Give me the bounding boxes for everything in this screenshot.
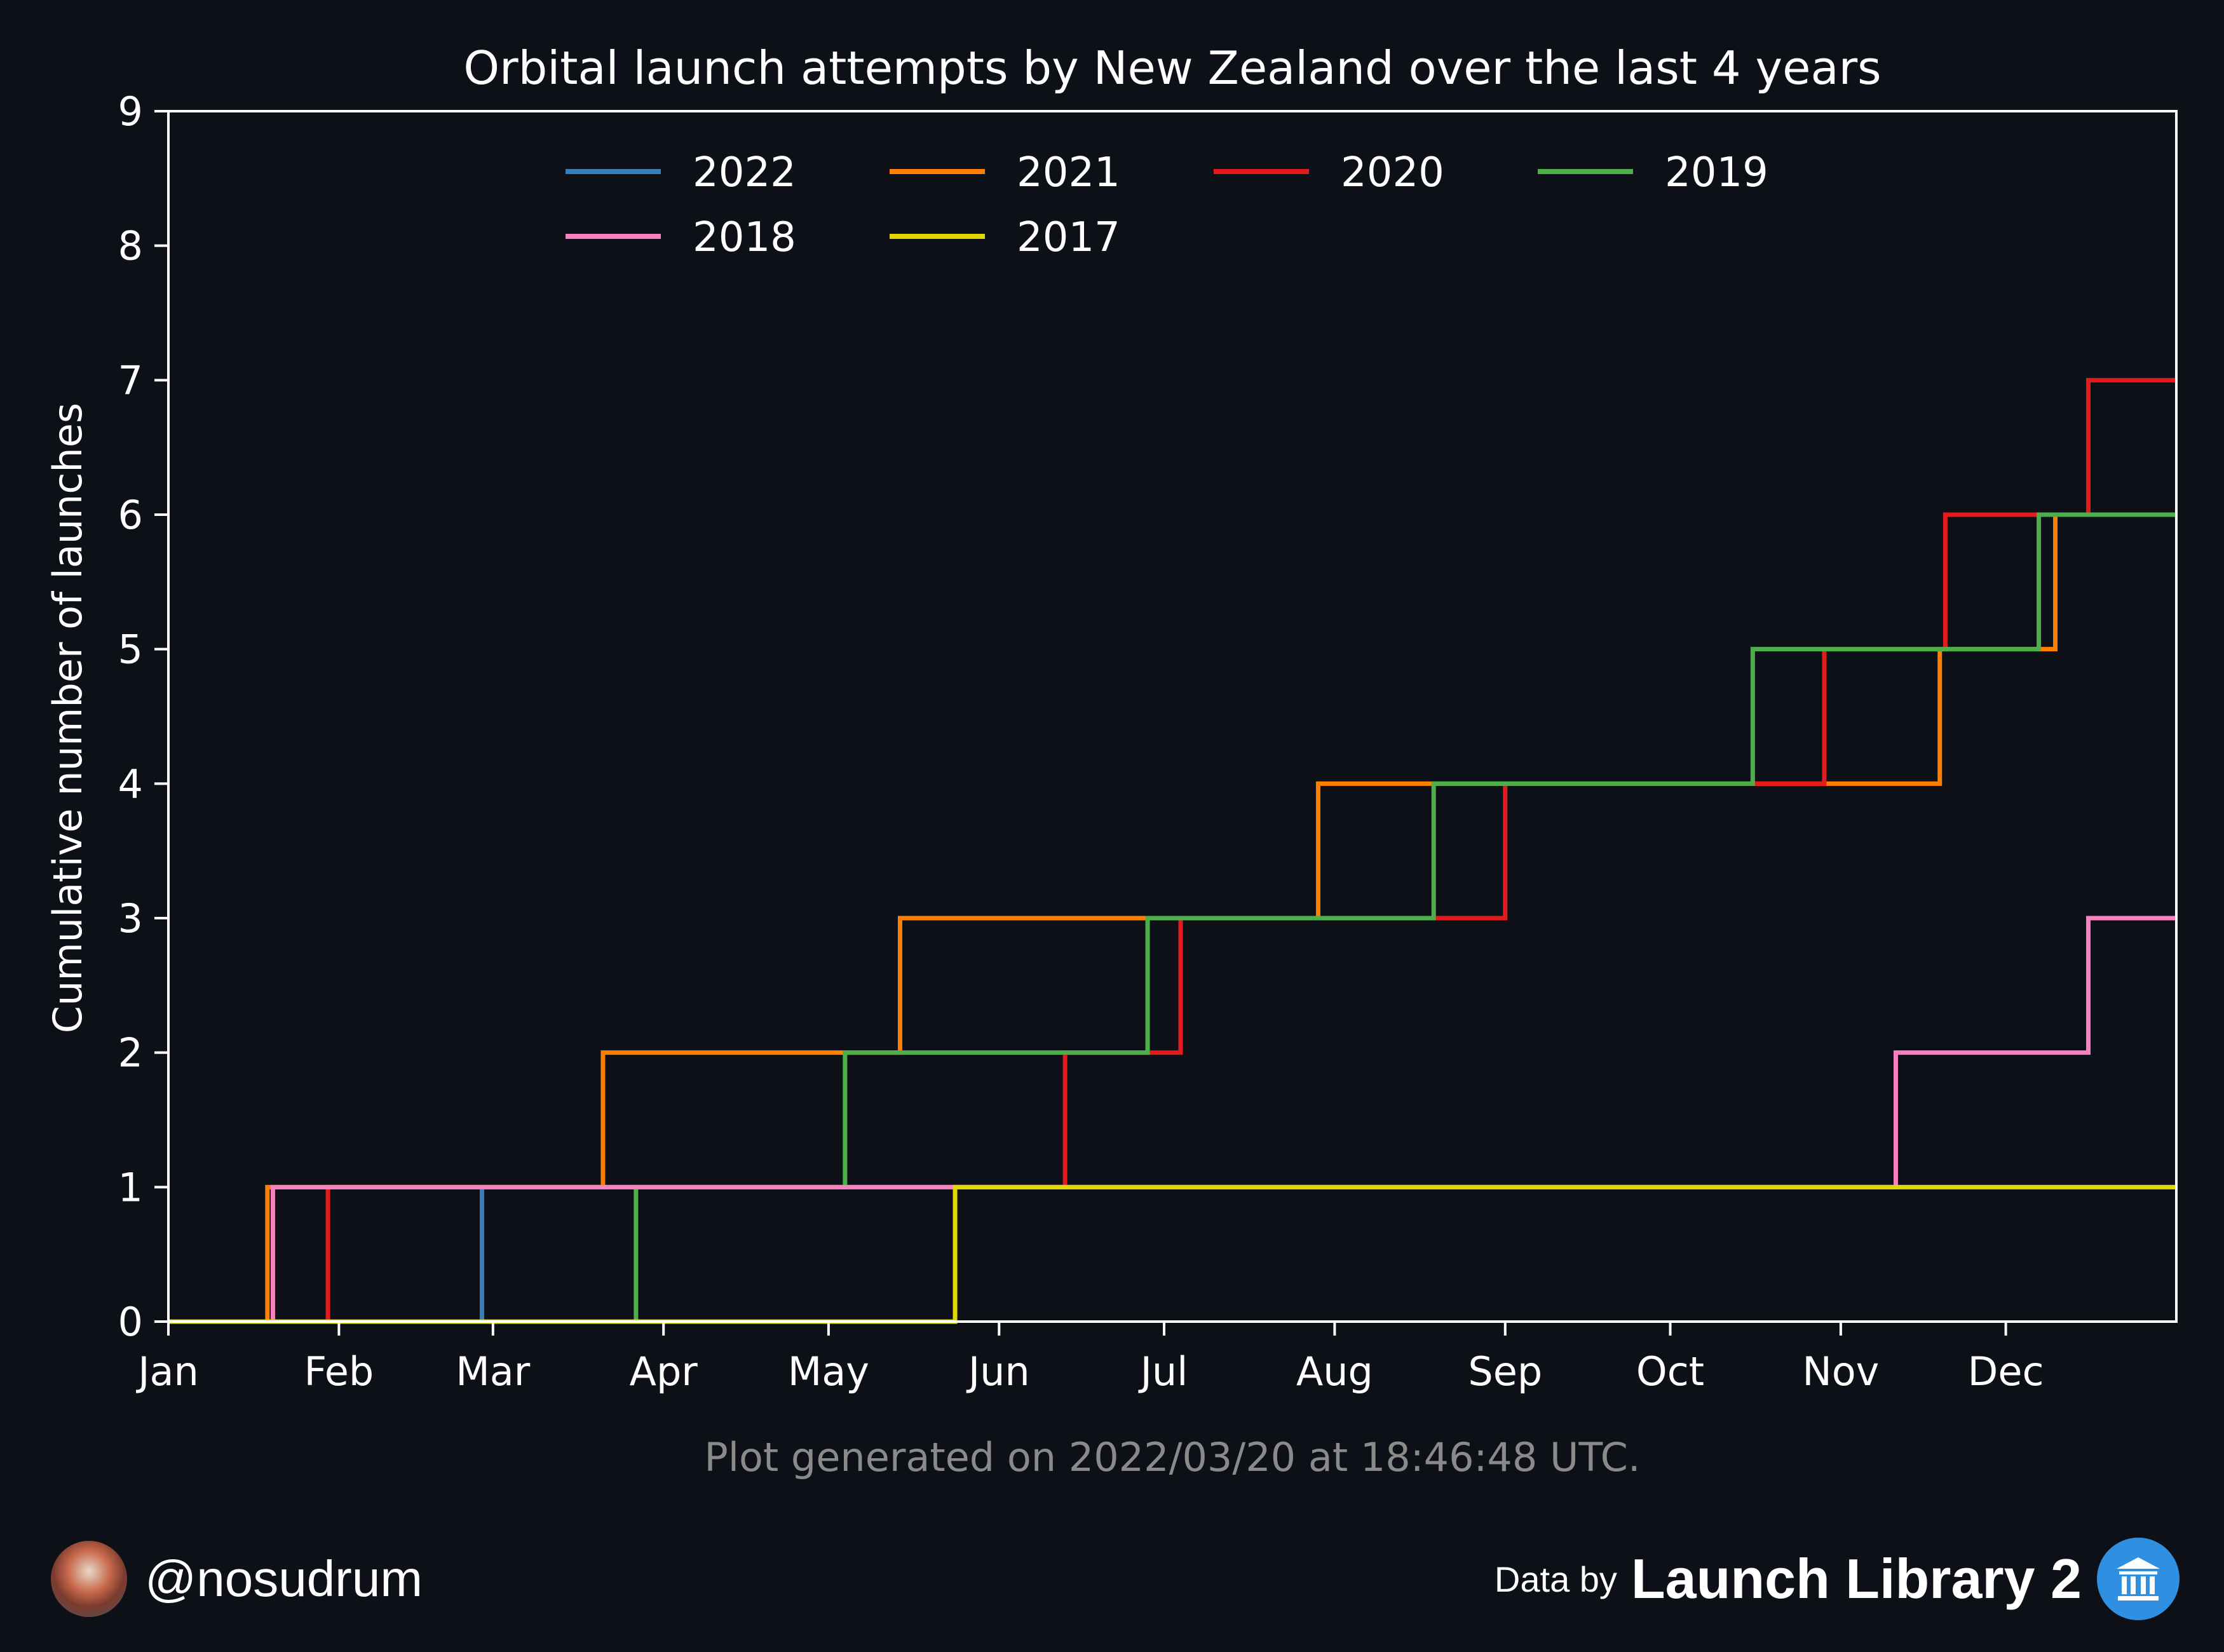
- y-tick-label: 3: [118, 895, 143, 942]
- y-tick-label: 0: [118, 1299, 143, 1345]
- data-credit: Data by Launch Library 2: [1495, 1531, 2180, 1627]
- x-tick-label: Sep: [1468, 1348, 1542, 1395]
- credit-name: Launch Library 2: [1631, 1547, 2082, 1610]
- legend-label-2021: 2021: [1017, 149, 1120, 196]
- library-building-icon: [2097, 1538, 2180, 1620]
- legend-label-2017: 2017: [1017, 214, 1120, 261]
- x-tick-label: Jan: [135, 1348, 199, 1395]
- x-tick-label: Jul: [1138, 1348, 1188, 1395]
- avatar-icon: [51, 1541, 127, 1617]
- y-tick-label: 9: [118, 88, 143, 135]
- legend: 2022 2021 2020 2019 2018 2017: [566, 149, 1768, 261]
- x-tick-label: Feb: [304, 1348, 374, 1395]
- plot-area: [168, 377, 2176, 1324]
- series-line-2018: [168, 916, 2176, 1324]
- x-tick-label: May: [788, 1348, 869, 1395]
- chart-title: Orbital launch attempts by New Zealand o…: [463, 41, 1881, 95]
- y-tick-label: 8: [118, 223, 143, 269]
- legend-label-2022: 2022: [693, 149, 796, 196]
- credit-prefix: Data by: [1494, 1559, 1617, 1599]
- author-credit: @nosudrum: [51, 1531, 423, 1627]
- legend-label-2019: 2019: [1665, 149, 1768, 196]
- series-line-2022: [168, 1184, 2176, 1324]
- x-tick-label: Oct: [1636, 1348, 1704, 1395]
- axes: 0 1 2 3 4 5 6 7 8 9 Jan Feb Mar Apr May Jun Jul Aug Sep Oct…: [118, 88, 2178, 1395]
- y-tick-label: 2: [118, 1030, 143, 1076]
- series-line-2017: [168, 1184, 2176, 1324]
- axes-frame: [167, 110, 2178, 1323]
- x-tick-label: Mar: [456, 1348, 530, 1395]
- y-axis-label: Cumulative number of launches: [44, 403, 91, 1033]
- y-tick-label: 5: [118, 626, 143, 673]
- x-tick-label: Apr: [630, 1348, 698, 1395]
- x-tick-label: Nov: [1802, 1348, 1879, 1395]
- x-tick-label: Jun: [966, 1348, 1030, 1395]
- x-tick-label: Aug: [1296, 1348, 1373, 1395]
- y-tick-label: 7: [118, 357, 143, 403]
- author-handle: @nosudrum: [145, 1550, 423, 1607]
- y-tick-label: 4: [118, 761, 143, 807]
- x-tick-label: Dec: [1968, 1348, 2044, 1395]
- generated-timestamp: Plot generated on 2022/03/20 at 18:46:48…: [704, 1434, 1640, 1480]
- legend-label-2020: 2020: [1341, 149, 1444, 196]
- y-tick-label: 6: [118, 492, 143, 538]
- series-line-2020: [168, 377, 2176, 1324]
- y-tick-label: 1: [118, 1164, 143, 1210]
- legend-label-2018: 2018: [693, 214, 796, 261]
- series-line-2019: [168, 512, 2176, 1324]
